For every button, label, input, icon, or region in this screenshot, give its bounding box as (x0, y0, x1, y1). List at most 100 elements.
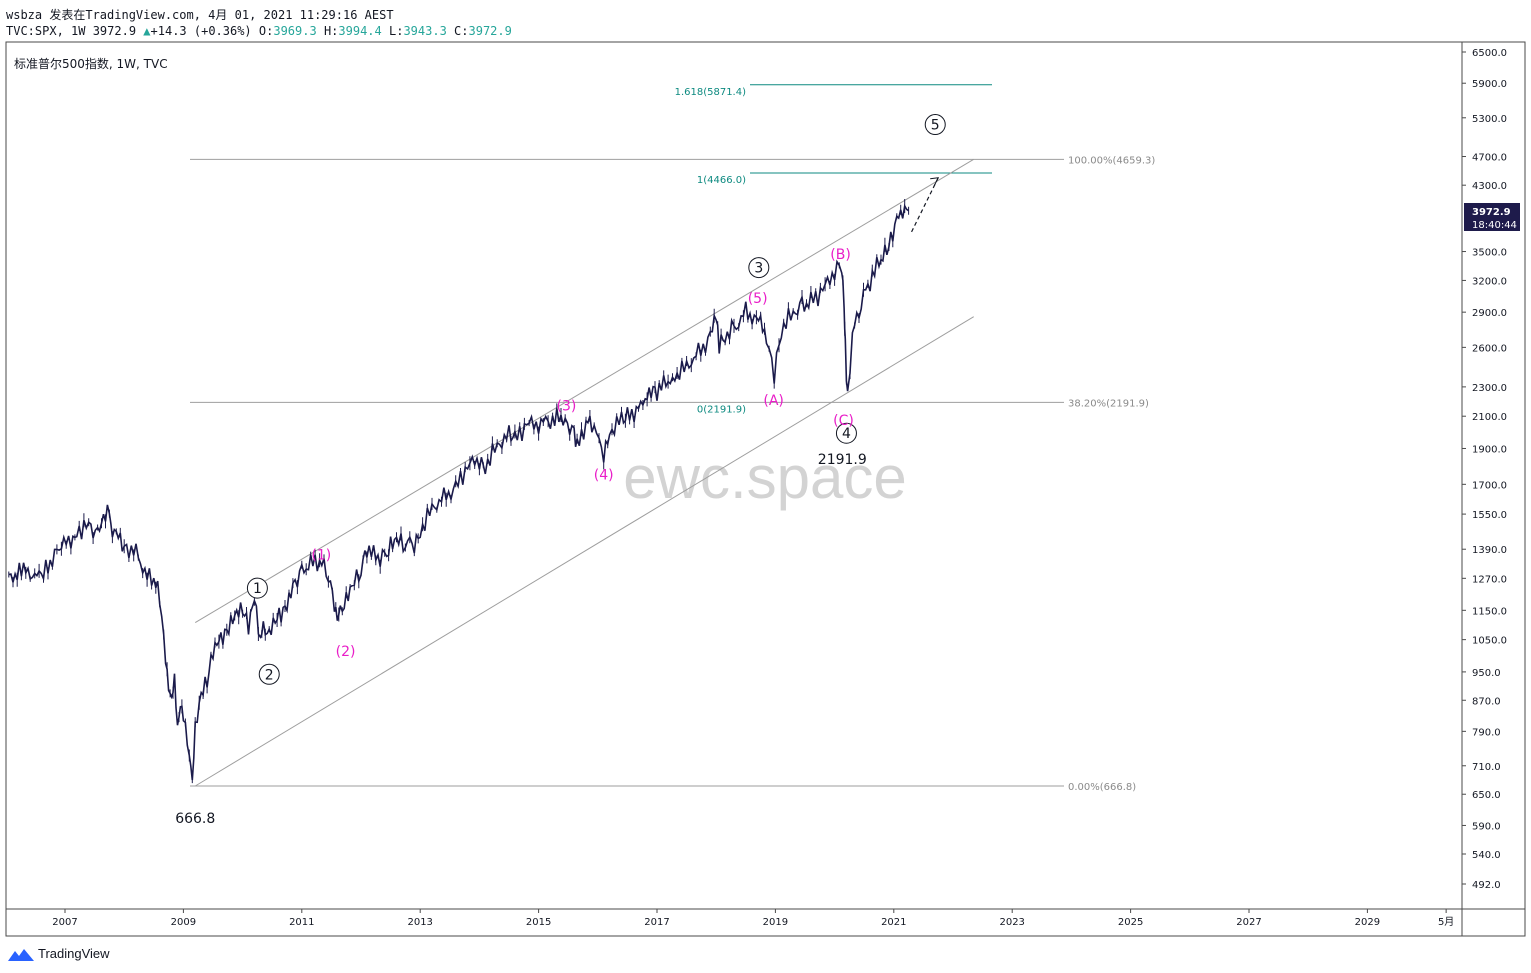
countdown-timer: 18:40:44 (1472, 220, 1517, 231)
fib-retracement-label: 38.20%(2191.9) (1068, 398, 1149, 409)
wave-major-circle (924, 114, 946, 136)
high-label: H: (323, 24, 339, 38)
y-tick-label: 5900.0 (1472, 79, 1507, 90)
y-tick-label: 1050.0 (1472, 636, 1507, 647)
projection-arrow-head-icon (930, 177, 940, 187)
y-tick-label: 1270.0 (1472, 574, 1507, 585)
y-tick-label: 2100.0 (1472, 412, 1507, 423)
x-tick-label: 2011 (289, 917, 314, 928)
high-value: 3994.4 (338, 24, 382, 38)
price-axis[interactable]: 6500.0 5900.0 5300.0 4700.0 4300.0 3500.0 3200… (1462, 48, 1507, 891)
y-tick-label: 1390.0 (1472, 545, 1507, 556)
wave-minor-label: (3) (557, 398, 577, 414)
fib-layer: 100.00%(4659.3) 38.20%(2191.9) 0.00%(666.8… (190, 84, 1155, 793)
wave-minor-label: (2) (336, 644, 356, 660)
weekly-range-ticks (8, 199, 910, 784)
price-label: 666.8 (175, 811, 215, 827)
x-tick-label: 2027 (1236, 917, 1261, 928)
wave-minor-label: (5) (748, 291, 768, 307)
y-tick-label: 4700.0 (1472, 153, 1507, 164)
y-tick-label: 870.0 (1472, 696, 1501, 707)
x-tick-label: 2015 (526, 917, 551, 928)
y-tick-label: 2300.0 (1472, 383, 1507, 394)
y-tick-label: 4300.0 (1472, 181, 1507, 192)
tradingview-logo-icon (8, 948, 34, 961)
annotation-layer: 1 2 3 4 5 (1) (2) (3) (4) (5) (A) (B) (C) 666.8 2191.9 (175, 114, 946, 827)
y-tick-label: 492.0 (1472, 880, 1501, 891)
fib-extension-label: 1.618(5871.4) (675, 87, 747, 98)
y-tick-label: 3200.0 (1472, 276, 1507, 287)
wave-major-label: 1 (253, 581, 262, 597)
y-tick-label: 3500.0 (1472, 248, 1507, 259)
y-tick-label: 2900.0 (1472, 308, 1507, 319)
y-tick-label: 710.0 (1472, 762, 1501, 773)
low-value: 3943.3 (403, 24, 447, 38)
y-tick-label: 1900.0 (1472, 444, 1507, 455)
projection-arrow-line (911, 177, 939, 233)
wave-major-label: 4 (842, 426, 851, 442)
close-value: 3972.9 (468, 24, 512, 38)
y-tick-label: 1700.0 (1472, 480, 1507, 491)
x-tick-label: 2007 (52, 917, 77, 928)
chart-outer-frame (5, 41, 1526, 937)
x-tick-label: 2021 (881, 917, 906, 928)
y-tick-label: 5300.0 (1472, 114, 1507, 125)
open-value: 3969.3 (273, 24, 317, 38)
wave-minor-label: (1) (311, 547, 331, 563)
plot-area[interactable] (5, 41, 1463, 910)
low-label: L: (389, 24, 404, 38)
y-tick-label: 1150.0 (1472, 606, 1507, 617)
x-tick-label: 2013 (407, 917, 432, 928)
wave-major-circle (258, 663, 280, 685)
wave-major-circle (246, 577, 268, 599)
wave-major-label: 5 (931, 118, 940, 134)
publish-info: wsbza 发表在TradingView.com, 4月 01, 2021 11… (6, 8, 394, 22)
brand-name: TradingView (38, 946, 110, 961)
wave-minor-label: (4) (594, 467, 614, 483)
fib-extension-label: 1(4466.0) (697, 175, 746, 186)
price-line (8, 203, 910, 781)
ohlc-bar: TVC:SPX, 1W 3972.9 ▲+14.3 (+0.36%) O:396… (6, 24, 512, 38)
y-tick-label: 2600.0 (1472, 343, 1507, 354)
x-tick-label: 2009 (171, 917, 196, 928)
x-tick-label: 2029 (1355, 917, 1380, 928)
x-tick-label: 2019 (763, 917, 788, 928)
open-label: O: (258, 24, 274, 38)
wave-minor-label: (A) (763, 393, 784, 409)
y-tick-label: 540.0 (1472, 850, 1501, 861)
fib-retracement-label: 100.00%(4659.3) (1068, 155, 1155, 166)
channel-upper-line (194, 158, 974, 624)
x-tick-label: 2025 (1118, 917, 1143, 928)
wave-major-circle (748, 257, 770, 279)
wave-major-label: 2 (265, 667, 274, 683)
close-label: C: (454, 24, 469, 38)
wave-major-circle (835, 422, 857, 444)
last-price-value: 3972.9 (1472, 207, 1511, 218)
change-arrow-icon: ▲ (143, 24, 151, 38)
footer-brand[interactable]: TradingView (8, 946, 110, 961)
x-tick-label: 2017 (644, 917, 669, 928)
wave-major-label: 3 (754, 261, 763, 277)
x-tick-label: 2023 (999, 917, 1024, 928)
price-series (8, 199, 910, 784)
y-tick-label: 650.0 (1472, 790, 1501, 801)
last-price-tag-box (1464, 203, 1520, 231)
y-tick-label: 790.0 (1472, 727, 1501, 738)
symbol-info: TVC:SPX, 1W 3972.9 (6, 24, 137, 38)
wave-minor-label: (C) (833, 413, 854, 429)
y-tick-label: 6500.0 (1472, 48, 1507, 59)
change-value: +14.3 (+0.36%) (150, 24, 252, 38)
channel-lower-line (194, 316, 974, 787)
fib-extension-label: 0(2191.9) (697, 404, 746, 415)
price-label: 2191.9 (818, 452, 867, 468)
y-tick-label: 1550.0 (1472, 510, 1507, 521)
channel-layer (194, 158, 974, 787)
y-tick-label: 950.0 (1472, 668, 1501, 679)
wave-minor-label: (B) (830, 247, 851, 263)
series-legend[interactable]: 标准普尔500指数, 1W, TVC (14, 57, 168, 71)
time-axis[interactable]: 2007 2009 2011 2013 2015 2017 2019 2021 2023 2025… (52, 909, 1454, 928)
y-tick-label: 590.0 (1472, 821, 1501, 832)
fib-retracement-label: 0.00%(666.8) (1068, 782, 1136, 793)
last-price-tag: 3972.9 18:40:44 (1464, 203, 1520, 231)
